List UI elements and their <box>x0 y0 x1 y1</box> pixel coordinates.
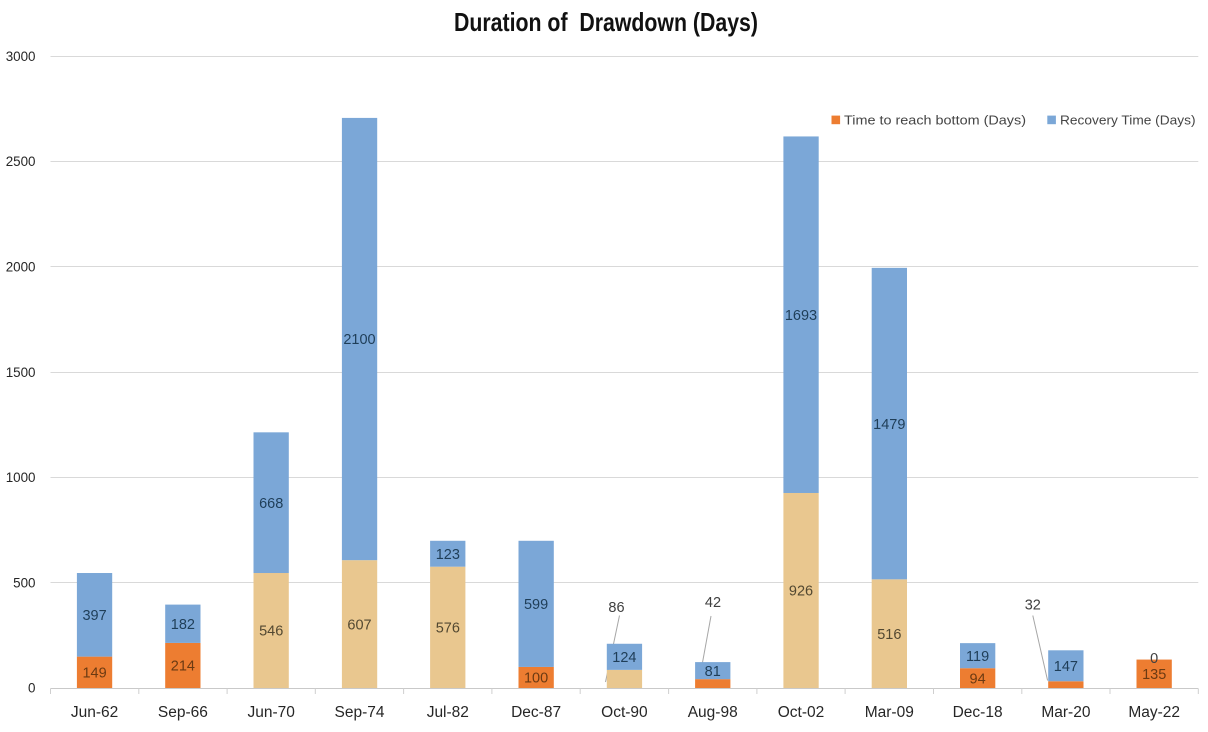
svg-text:397: 397 <box>82 608 106 624</box>
svg-text:32: 32 <box>1025 598 1041 614</box>
svg-text:149: 149 <box>82 666 106 682</box>
svg-text:Sep-74: Sep-74 <box>335 704 385 721</box>
svg-text:607: 607 <box>347 617 371 633</box>
svg-text:Jun-70: Jun-70 <box>247 704 295 721</box>
svg-text:Aug-98: Aug-98 <box>688 704 738 721</box>
svg-text:Sep-66: Sep-66 <box>158 704 208 721</box>
svg-text:42: 42 <box>705 595 721 611</box>
svg-text:546: 546 <box>259 624 283 640</box>
svg-text:500: 500 <box>13 575 35 590</box>
svg-text:1479: 1479 <box>873 417 905 433</box>
svg-text:2500: 2500 <box>6 154 36 169</box>
svg-text:100: 100 <box>524 671 548 687</box>
svg-text:123: 123 <box>436 547 460 563</box>
svg-text:1693: 1693 <box>785 308 817 324</box>
svg-text:516: 516 <box>877 627 901 643</box>
svg-text:Dec-18: Dec-18 <box>953 704 1003 721</box>
svg-text:0: 0 <box>1150 651 1158 667</box>
svg-text:668: 668 <box>259 496 283 512</box>
svg-text:Dec-87: Dec-87 <box>511 704 561 721</box>
svg-text:926: 926 <box>789 584 813 600</box>
svg-text:135: 135 <box>1142 667 1166 683</box>
svg-text:3000: 3000 <box>6 49 36 64</box>
svg-text:Oct-02: Oct-02 <box>778 704 825 721</box>
svg-text:182: 182 <box>171 617 195 633</box>
svg-text:124: 124 <box>612 650 636 666</box>
svg-text:Time to reach bottom (Days): Time to reach bottom (Days) <box>844 113 1026 128</box>
svg-text:1000: 1000 <box>6 470 36 485</box>
svg-text:Mar-20: Mar-20 <box>1041 704 1090 721</box>
svg-text:Jul-82: Jul-82 <box>427 704 469 721</box>
svg-text:2100: 2100 <box>343 332 375 348</box>
svg-text:Oct-90: Oct-90 <box>601 704 648 721</box>
svg-text:81: 81 <box>705 664 721 680</box>
svg-text:2000: 2000 <box>6 260 36 275</box>
svg-text:May-22: May-22 <box>1128 704 1180 721</box>
svg-text:Recovery Time (Days): Recovery Time (Days) <box>1060 113 1196 128</box>
svg-text:1500: 1500 <box>6 365 36 380</box>
svg-text:147: 147 <box>1054 659 1078 675</box>
svg-text:86: 86 <box>608 600 624 616</box>
svg-text:576: 576 <box>436 621 460 637</box>
svg-text:119: 119 <box>966 649 989 665</box>
svg-text:214: 214 <box>171 659 195 675</box>
svg-text:599: 599 <box>524 597 548 613</box>
svg-text:Duration of Drawdown (Days): Duration of Drawdown (Days) <box>454 7 758 37</box>
svg-text:94: 94 <box>970 671 986 687</box>
svg-text:0: 0 <box>28 681 35 696</box>
svg-text:Jun-62: Jun-62 <box>71 704 118 721</box>
svg-text:Mar-09: Mar-09 <box>865 704 914 721</box>
